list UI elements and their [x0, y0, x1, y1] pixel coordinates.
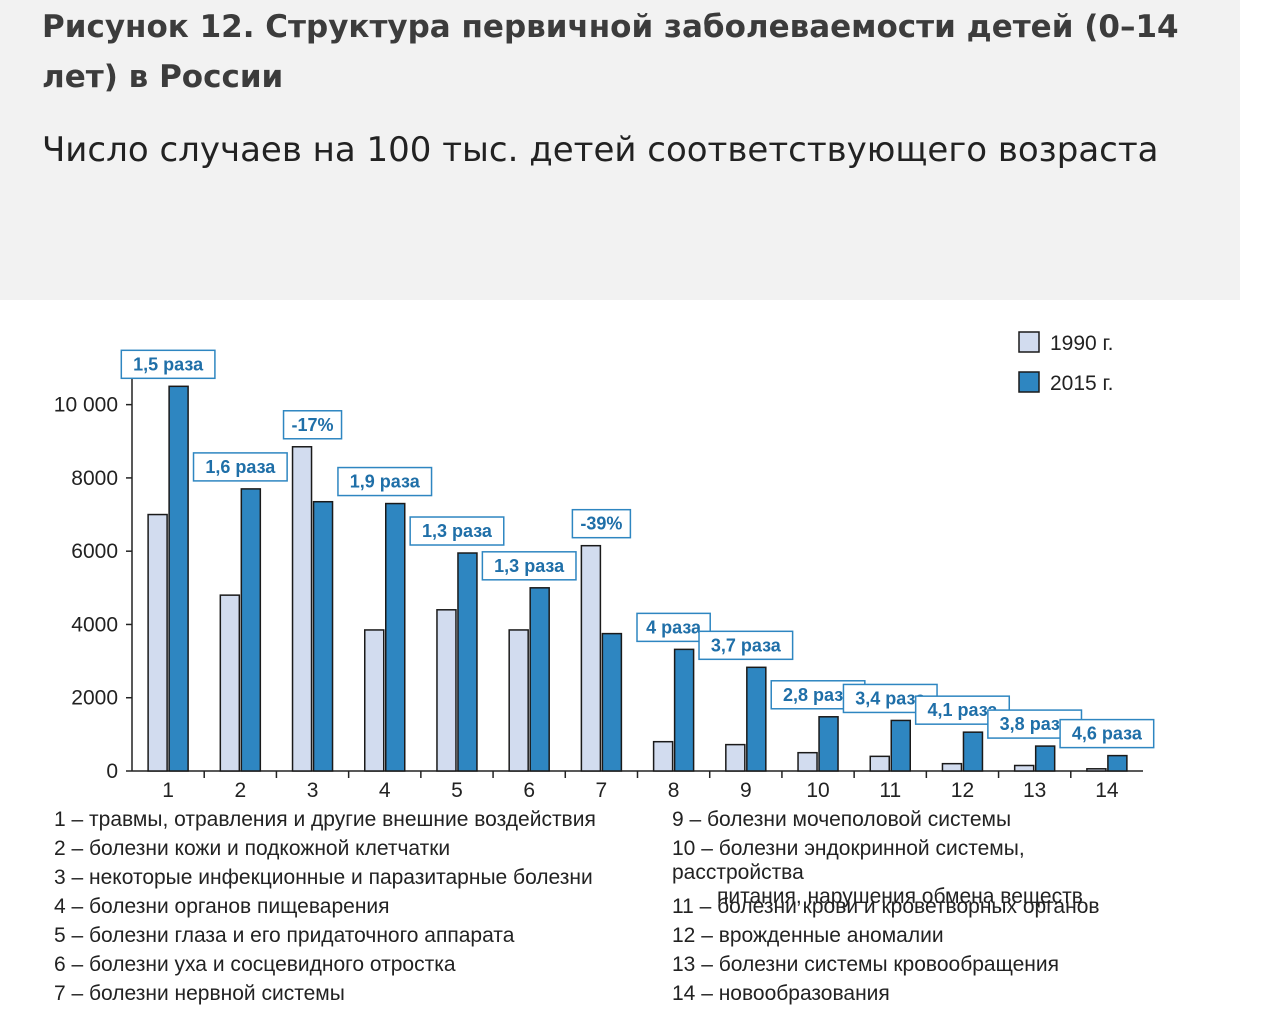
category-legend-item: 3 – некоторые инфекционные и паразитарны… [54, 866, 593, 889]
chart-figure: 0 2000 4000 6000 8000 10 000 1 1,5 раза 2 1,6 раз… [0, 300, 1240, 1016]
y-tick-label: 6000 [71, 540, 118, 563]
bar-1990 [219, 594, 241, 772]
bar-1990 [869, 755, 890, 772]
x-tick-label: 12 [951, 779, 974, 800]
change-label-box [481, 551, 577, 581]
category-legend: 1 – травмы, отравления и другие внешние … [0, 800, 1240, 1016]
change-label-box [282, 410, 343, 440]
change-label: -17% [292, 415, 334, 435]
legend-swatch-2015 [1018, 371, 1040, 393]
change-label: 3,8 раза [1000, 714, 1071, 734]
x-tick-label: 11 [879, 779, 901, 800]
category-legend-item: 13 – болезни системы кровообращения [672, 953, 1060, 976]
bar-1990 [364, 629, 385, 772]
change-label-box [120, 349, 216, 380]
bar-1990 [291, 446, 313, 772]
change-label: 1,9 раза [350, 472, 421, 492]
bar-1990 [436, 609, 457, 772]
bar-2015 [890, 719, 911, 772]
legend-swatch-1990 [1018, 331, 1040, 353]
category-legend-item: 2 – болезни кожи и подкожной клетчатки [54, 837, 451, 860]
change-label-box [337, 466, 433, 497]
legend-label-1990: 1990 г. [1050, 332, 1113, 355]
bar-2015 [1107, 754, 1128, 772]
bar-2015 [529, 587, 550, 772]
change-label: 2,8 раза [783, 685, 854, 705]
y-tick-label: 4000 [71, 613, 118, 636]
bar-2015 [385, 502, 406, 772]
category-legend-item: 12 – врожденные аномалии [672, 924, 944, 947]
bar-2015 [457, 552, 478, 772]
category-legend-item: 11 – болезни крови и кроветворных органо… [672, 895, 1100, 918]
bar-2015 [168, 385, 189, 772]
change-label: -39% [580, 514, 622, 534]
change-label: 4,1 раза [927, 700, 998, 720]
x-tick-label: 10 [806, 779, 829, 800]
bar-1990 [652, 740, 674, 772]
change-label: 1,6 раза [205, 457, 276, 477]
bar-chart: 0 2000 4000 6000 8000 10 000 1 1,5 раза 2 1,6 раз… [54, 331, 1155, 800]
x-tick-label: 4 [379, 779, 391, 800]
bar-2015 [962, 731, 984, 772]
x-tick-label: 14 [1095, 779, 1119, 800]
category-legend-item: 6 – болезни уха и сосцевидного отростка [54, 953, 456, 976]
category-legend-item: 7 – болезни нервной системы [54, 982, 345, 1005]
change-label: 1,3 раза [494, 556, 565, 576]
bar-2015 [240, 488, 262, 772]
x-tick-label: 6 [523, 779, 535, 800]
change-label-box [192, 452, 288, 482]
change-label-box [1059, 718, 1155, 749]
category-legend-item: 10 – болезни эндокринной системы, расстр… [672, 837, 1083, 908]
change-label: 1,3 раза [422, 521, 493, 541]
change-label-box [698, 630, 794, 661]
x-tick-label: 1 [162, 779, 174, 800]
change-label: 4,6 раза [1072, 724, 1143, 744]
x-tick-label: 5 [451, 779, 463, 800]
change-label-box [409, 516, 505, 546]
page-title: Рисунок 12. Структура первичной заболева… [42, 9, 1179, 95]
bar-2015 [746, 666, 767, 772]
bar-1990 [797, 751, 818, 772]
x-tick-label: 7 [596, 779, 608, 800]
x-tick-label: 9 [740, 779, 752, 800]
bar-2015 [1034, 745, 1056, 772]
bar-2015 [601, 632, 623, 772]
bar-1990 [147, 513, 168, 772]
page-subtitle: Число случаев на 100 тыс. детей соответс… [42, 130, 1159, 170]
change-label: 4 раза [646, 617, 702, 637]
bar-2015 [312, 500, 334, 772]
x-tick-label: 2 [234, 779, 246, 800]
change-label: 3,7 раза [711, 635, 782, 655]
bar-1990 [580, 544, 602, 772]
change-label: 3,4 раза [855, 688, 926, 708]
x-tick-label: 3 [307, 779, 319, 800]
bar-2015 [818, 716, 839, 772]
bar-1990 [941, 762, 963, 772]
category-legend-item: 14 – новообразования [672, 982, 890, 1005]
y-tick-label: 8000 [71, 467, 118, 490]
x-tick-label: 8 [668, 779, 680, 800]
bar-1990 [1086, 768, 1107, 772]
change-label-box [571, 508, 632, 539]
category-legend-item: 9 – болезни мочеполовой системы [672, 808, 1012, 831]
category-legend-item: 1 – травмы, отравления и другие внешние … [54, 808, 596, 831]
bar-1990 [508, 629, 529, 772]
bar-1990 [1013, 764, 1035, 772]
change-label-box [636, 612, 711, 643]
legend-label-2015: 2015 г. [1050, 372, 1113, 395]
y-tick-label: 2000 [71, 687, 118, 710]
bar-2015 [673, 648, 695, 772]
category-legend-item: 5 – болезни глаза и его придаточного апп… [54, 924, 515, 947]
x-tick-label: 13 [1023, 779, 1046, 800]
bar-1990 [725, 743, 746, 772]
y-tick-label: 0 [106, 760, 118, 783]
category-legend-item: 4 – болезни органов пищеварения [54, 895, 390, 918]
change-label: 1,5 раза [133, 354, 204, 374]
y-tick-label: 10 000 [54, 394, 118, 417]
